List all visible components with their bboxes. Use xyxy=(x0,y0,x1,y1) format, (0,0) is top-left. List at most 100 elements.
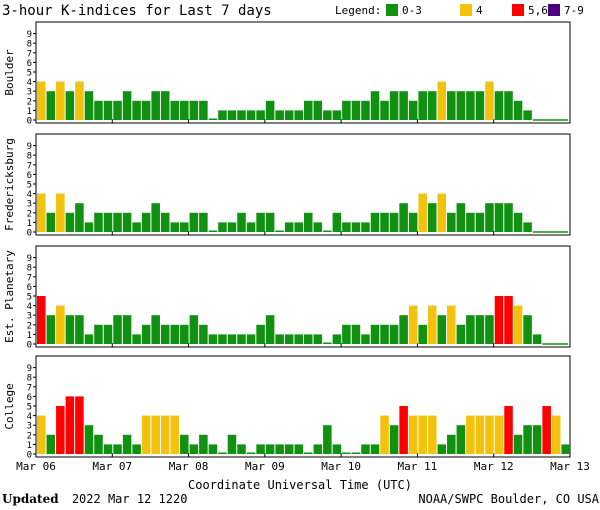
date-label: Mar 09 xyxy=(245,460,285,473)
k-index-bar xyxy=(103,100,113,120)
y-tick-label: 5 xyxy=(27,293,32,303)
k-index-bar xyxy=(170,415,180,454)
k-index-bar xyxy=(456,203,466,232)
k-index-bar xyxy=(199,100,208,120)
k-index-bar xyxy=(65,91,75,120)
k-index-bar xyxy=(466,212,475,232)
k-index-bar xyxy=(399,315,408,344)
k-index-bar xyxy=(84,425,94,454)
k-index-bar xyxy=(37,415,46,454)
y-tick-label: 4 xyxy=(27,302,32,312)
k-index-bar xyxy=(313,444,323,454)
station-panels: Boulder0123456789Fredericksburg012345678… xyxy=(3,21,571,461)
k-index-bar xyxy=(485,415,494,454)
k-index-bar xyxy=(75,203,84,232)
k-index-bar xyxy=(342,452,351,454)
k-index-bar xyxy=(504,203,513,232)
k-index-bar xyxy=(389,324,399,344)
k-index-bar xyxy=(84,334,94,344)
k-index-bar xyxy=(542,406,551,454)
k-index-bar xyxy=(160,91,170,120)
y-tick-label: 2 xyxy=(27,97,32,107)
k-index-bar xyxy=(447,434,456,454)
k-index-bar xyxy=(227,434,237,454)
k-index-bar xyxy=(456,425,466,454)
k-index-bar xyxy=(180,222,189,232)
k-index-bar xyxy=(84,91,94,120)
k-index-bar xyxy=(408,305,418,344)
date-labels: Mar 06 Mar 07 Mar 08 Mar 09 Mar 10 Mar 11 Mar … xyxy=(16,460,590,473)
date-label: Mar 11 xyxy=(398,460,438,473)
y-tick-label: 3 xyxy=(27,88,32,98)
legend-swatch-4 xyxy=(460,4,472,16)
y-tick-label: 5 xyxy=(27,69,32,79)
k-index-bar xyxy=(141,324,151,344)
k-index-bar xyxy=(246,110,256,120)
k-index-bar xyxy=(122,91,132,120)
k-index-bar xyxy=(504,296,513,344)
k-index-bar xyxy=(246,452,256,454)
k-index-bar xyxy=(294,110,303,120)
k-index-bar xyxy=(265,444,275,454)
y-tick-label: 6 xyxy=(27,59,32,69)
k-index-bar xyxy=(122,315,132,344)
k-index-bar xyxy=(342,100,351,120)
k-index-bar xyxy=(265,212,275,232)
y-tick-label: 6 xyxy=(27,393,32,403)
k-index-bar xyxy=(227,110,237,120)
k-index-bar xyxy=(113,444,122,454)
k-index-bar xyxy=(218,222,227,232)
y-tick-label: 9 xyxy=(27,30,32,40)
k-index-bar xyxy=(323,230,332,232)
y-tick-label: 5 xyxy=(27,181,32,191)
y-tick-label: 7 xyxy=(27,383,32,393)
k-index-bar xyxy=(389,212,399,232)
y-tick-label: 3 xyxy=(27,312,32,322)
k-index-bar xyxy=(475,315,485,344)
k-index-bar xyxy=(103,212,113,232)
k-index-bar xyxy=(485,81,494,120)
legend-label: Legend: xyxy=(335,4,381,17)
y-tick-label: 1 xyxy=(27,441,32,451)
k-index-bar xyxy=(475,415,485,454)
k-index-bar xyxy=(237,110,246,120)
k-index-bar xyxy=(427,415,437,454)
k-index-bar xyxy=(418,415,427,454)
k-index-bar xyxy=(332,212,342,232)
k-index-bar xyxy=(275,230,284,232)
date-label: Mar 13 xyxy=(550,460,590,473)
x-axis-title: Coordinate Universal Time (UTC) xyxy=(188,478,412,492)
y-tick-label: 7 xyxy=(27,273,32,283)
k-index-bar xyxy=(151,415,160,454)
k-index-bar xyxy=(75,81,84,120)
k-index-bar xyxy=(180,434,189,454)
y-tick-label: 9 xyxy=(27,142,32,152)
k-index-bar xyxy=(380,212,389,232)
k-index-bar xyxy=(466,91,475,120)
y-tick-label: 3 xyxy=(27,200,32,210)
k-index-bar xyxy=(284,444,294,454)
k-index-bar xyxy=(389,91,399,120)
k-index-bar xyxy=(56,81,65,120)
k-index-bar xyxy=(389,425,399,454)
k-index-bar xyxy=(275,334,284,344)
k-index-bar xyxy=(294,444,303,454)
k-index-bar xyxy=(523,315,532,344)
date-label: Mar 07 xyxy=(92,460,132,473)
legend-entry-7-9: 7-9 xyxy=(564,4,584,17)
date-label: Mar 08 xyxy=(169,460,209,473)
k-index-bar xyxy=(380,415,389,454)
k-index-bar xyxy=(122,434,132,454)
k-index-bar xyxy=(103,444,113,454)
k-index-bar xyxy=(437,315,447,344)
date-label: Mar 12 xyxy=(474,460,514,473)
k-index-bar xyxy=(561,444,570,454)
k-index-bar xyxy=(46,91,56,120)
k-index-bar xyxy=(275,110,284,120)
y-tick-label: 8 xyxy=(27,374,32,384)
k-index-bar xyxy=(418,324,427,344)
k-index-bar xyxy=(180,324,189,344)
k-index-bar xyxy=(513,212,523,232)
